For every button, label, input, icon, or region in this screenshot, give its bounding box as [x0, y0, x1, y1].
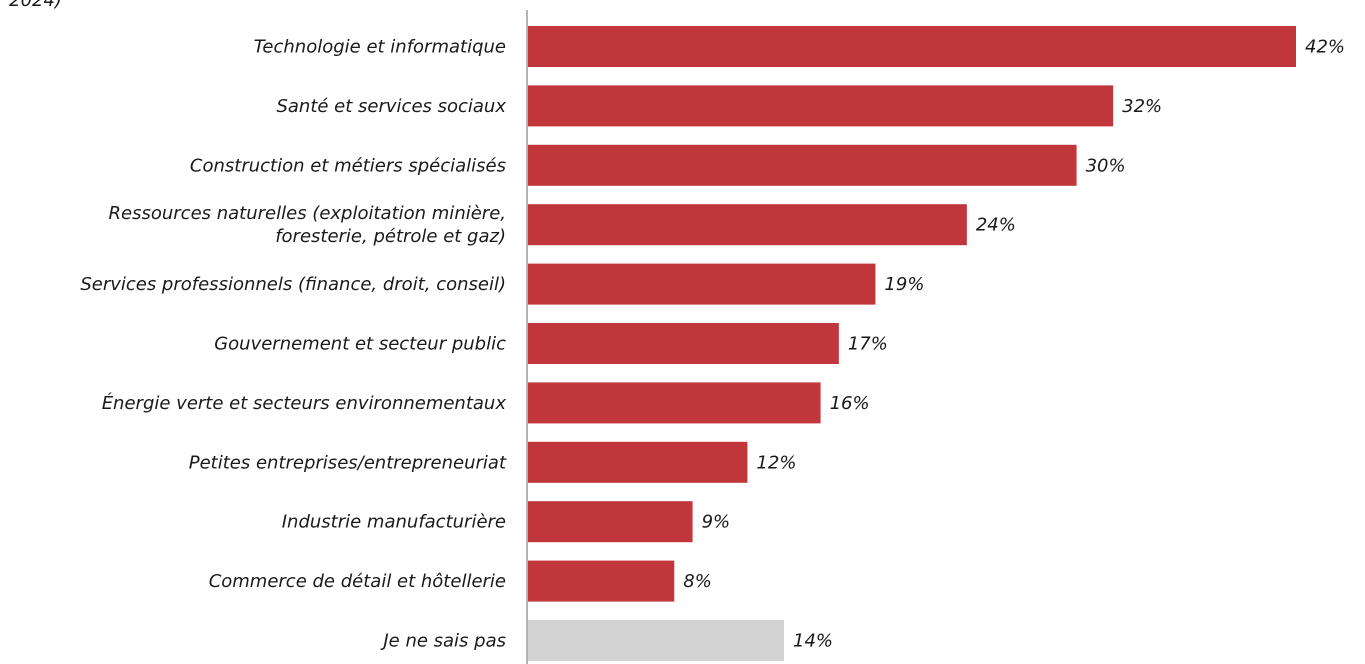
value-label-4: 19%	[884, 274, 924, 295]
category-label-4: Services professionnels (finance, droit,…	[80, 274, 506, 295]
bar-6	[528, 382, 821, 424]
category-label-5: Gouvernement et secteur public	[214, 334, 506, 355]
bar-1	[528, 85, 1114, 127]
category-label-1: Santé et services sociaux	[276, 96, 506, 117]
value-label-1: 32%	[1122, 96, 1162, 117]
value-label-6: 16%	[830, 393, 870, 414]
bar-10	[528, 620, 784, 661]
value-label-3: 24%	[976, 215, 1016, 236]
value-label-0: 42%	[1305, 37, 1345, 58]
value-label-2: 30%	[1086, 155, 1126, 176]
category-label-0: Technologie et informatique	[254, 37, 506, 58]
category-label-6: Énergie verte et secteurs environnementa…	[102, 392, 507, 414]
category-label-3: Ressources naturelles (exploitation mini…	[109, 203, 506, 247]
bars-group: 42% Technologie et informatique 32% Santé e…	[80, 26, 1345, 661]
bar-4	[528, 263, 876, 305]
category-label-7: Petites entreprises/entrepreneuriat	[189, 452, 507, 473]
category-label-2: Construction et métiers spécialisés	[190, 155, 506, 176]
bar-5	[528, 323, 839, 364]
chart-title-fragment: r 2024)	[0, 0, 62, 11]
bar-0	[528, 26, 1296, 67]
bar-2	[528, 144, 1077, 186]
value-label-7: 12%	[756, 452, 796, 473]
bar-7	[528, 441, 748, 483]
bar-8	[528, 501, 693, 543]
value-label-9: 8%	[683, 571, 712, 592]
bar-3	[528, 204, 967, 246]
bar-9	[528, 560, 675, 602]
value-label-8: 9%	[702, 512, 731, 533]
category-label-10: Je ne sais pas	[380, 631, 506, 652]
category-label-8: Industrie manufacturière	[282, 512, 506, 533]
value-label-10: 14%	[793, 631, 833, 652]
value-label-5: 17%	[848, 334, 888, 355]
category-label-9: Commerce de détail et hôtellerie	[209, 571, 506, 592]
